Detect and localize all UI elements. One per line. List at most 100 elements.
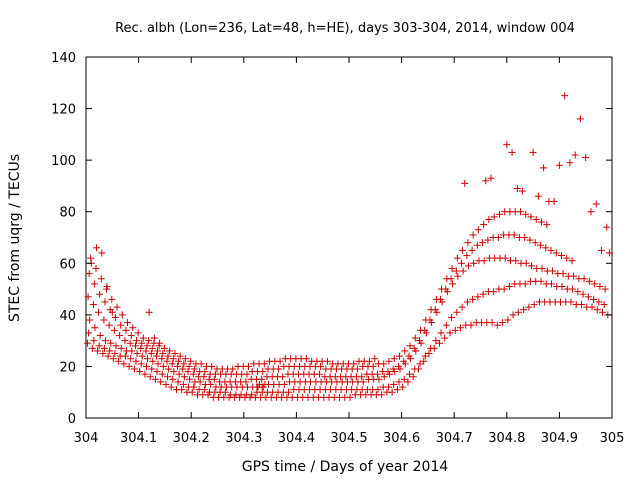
data-point xyxy=(145,308,153,316)
data-point xyxy=(405,370,413,378)
data-point xyxy=(375,375,383,383)
data-point xyxy=(459,267,467,275)
data-points xyxy=(84,92,613,401)
data-point xyxy=(568,257,576,265)
data-point xyxy=(405,352,413,360)
y-tick-label: 60 xyxy=(59,257,76,272)
data-point xyxy=(521,234,529,241)
data-point xyxy=(169,375,177,383)
data-point xyxy=(317,362,325,370)
data-point xyxy=(197,360,205,368)
data-point xyxy=(142,362,150,370)
data-point xyxy=(453,308,461,316)
data-point xyxy=(200,386,208,394)
data-point xyxy=(406,342,414,350)
data-point xyxy=(579,290,587,298)
data-point xyxy=(88,344,96,352)
data-point xyxy=(108,295,116,303)
data-point xyxy=(97,275,105,283)
data-point xyxy=(201,368,209,376)
data-point xyxy=(529,148,537,156)
data-point xyxy=(121,337,129,345)
data-point xyxy=(458,303,466,311)
data-point xyxy=(500,285,508,293)
data-point xyxy=(138,339,146,347)
data-point xyxy=(521,280,529,288)
data-point xyxy=(501,254,509,262)
data-point xyxy=(558,252,566,260)
data-point xyxy=(519,187,527,195)
data-point xyxy=(590,295,598,303)
data-point xyxy=(390,355,398,363)
data-point xyxy=(569,285,577,293)
data-point xyxy=(474,226,482,234)
data-point xyxy=(243,370,251,378)
data-point xyxy=(180,373,188,381)
data-point xyxy=(605,249,613,257)
data-point xyxy=(417,326,425,334)
data-point xyxy=(108,308,116,316)
data-point xyxy=(84,293,92,301)
y-tick-label: 0 xyxy=(68,412,76,427)
data-point xyxy=(95,342,103,350)
data-point xyxy=(534,192,542,200)
data-point xyxy=(143,342,151,350)
data-point xyxy=(548,280,556,288)
data-point xyxy=(574,288,582,296)
data-point xyxy=(384,368,392,376)
data-point xyxy=(118,311,126,319)
chart-title: Rec. albh (Lon=236, Lat=48, h=HE), days … xyxy=(115,21,575,36)
data-point xyxy=(441,334,449,342)
data-point xyxy=(208,362,216,370)
x-tick-label: 304.8 xyxy=(488,431,525,446)
data-point xyxy=(473,241,481,249)
data-point xyxy=(488,319,496,327)
data-point xyxy=(99,350,107,358)
data-point xyxy=(453,254,461,262)
data-point xyxy=(513,185,521,193)
data-point xyxy=(532,215,540,223)
data-point xyxy=(399,383,407,391)
data-point xyxy=(512,257,520,265)
x-tick-label: 304.7 xyxy=(436,431,473,446)
data-point xyxy=(164,352,172,360)
data-point xyxy=(136,368,144,376)
data-point xyxy=(302,355,310,363)
data-point xyxy=(479,290,487,298)
y-axis-label: STEC from uqrg / TECUs xyxy=(7,154,23,322)
data-point xyxy=(170,368,178,376)
data-point xyxy=(176,352,184,360)
data-point xyxy=(409,373,417,381)
data-point xyxy=(98,249,106,257)
data-point xyxy=(148,365,156,373)
data-point xyxy=(111,350,119,358)
data-point xyxy=(174,378,182,386)
data-point xyxy=(427,344,435,352)
data-point xyxy=(454,272,462,280)
data-point xyxy=(117,344,125,352)
data-point xyxy=(596,282,604,290)
data-point xyxy=(561,92,569,100)
data-point xyxy=(323,357,331,365)
data-point xyxy=(181,355,189,363)
data-point xyxy=(137,360,145,368)
data-point xyxy=(385,357,393,365)
data-point xyxy=(550,197,558,205)
data-point xyxy=(390,380,398,388)
data-point xyxy=(190,365,198,373)
data-point xyxy=(468,246,476,254)
data-point xyxy=(600,301,608,309)
data-point xyxy=(580,275,588,283)
data-point xyxy=(401,347,409,355)
data-point xyxy=(482,177,490,185)
data-point xyxy=(404,378,412,386)
data-point xyxy=(117,321,125,329)
data-point xyxy=(101,337,109,345)
data-point xyxy=(469,295,477,303)
data-point xyxy=(169,355,177,363)
data-point xyxy=(134,329,142,337)
data-point xyxy=(463,252,471,260)
data-point xyxy=(121,352,129,360)
data-point xyxy=(92,264,100,272)
data-point xyxy=(566,159,574,167)
